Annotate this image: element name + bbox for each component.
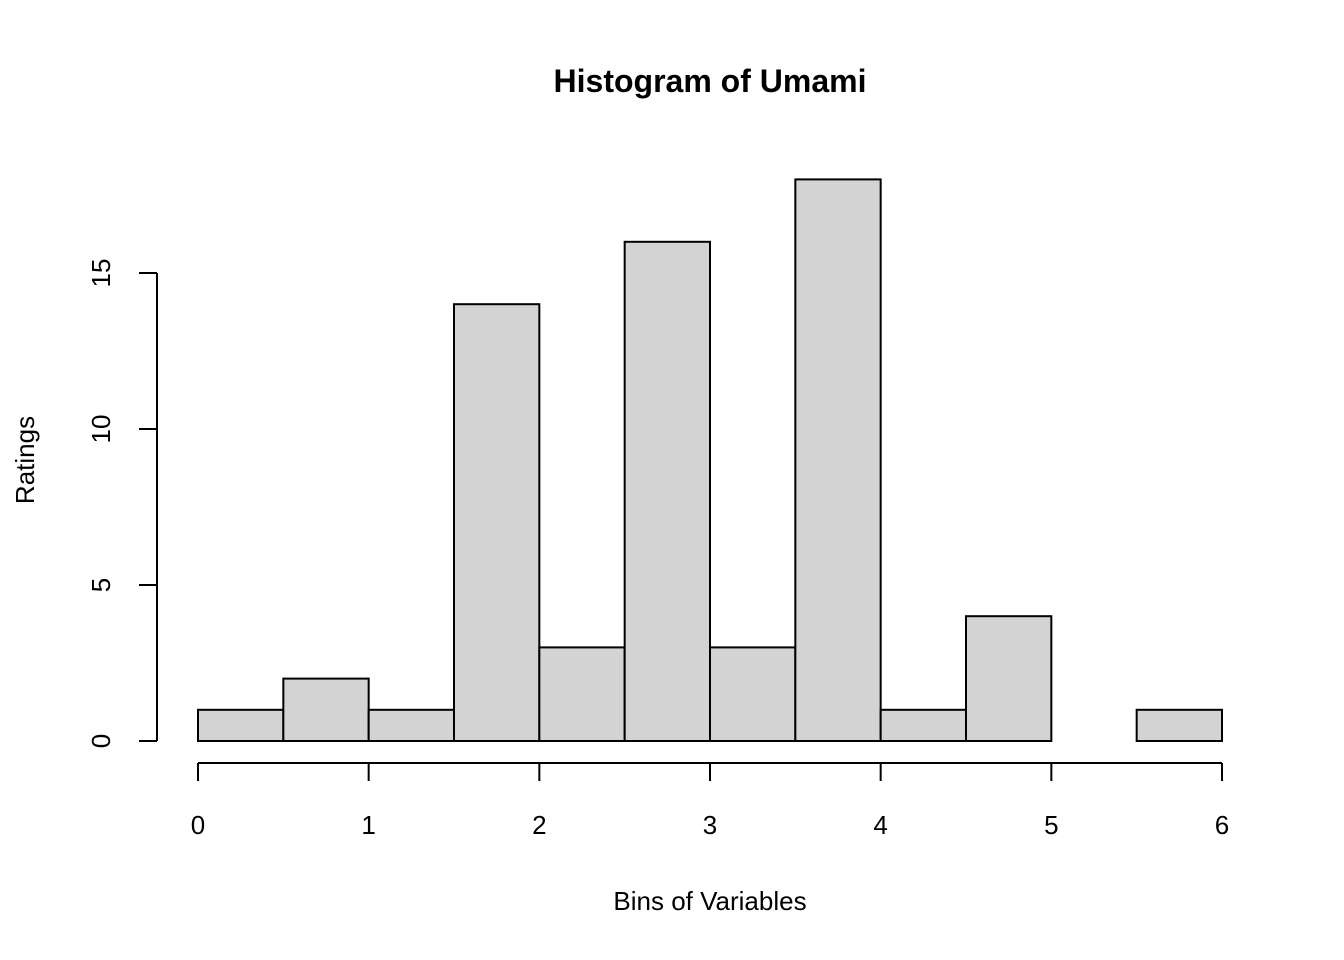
bar xyxy=(282,677,370,742)
x-tick-label: 3 xyxy=(703,810,717,840)
y-tick-label: 5 xyxy=(86,578,116,592)
bar xyxy=(538,646,626,743)
bar xyxy=(453,303,541,742)
y-tick-label: 15 xyxy=(86,259,116,288)
bar xyxy=(965,615,1053,743)
y-tick-label: 10 xyxy=(86,415,116,444)
x-axis-label: Bins of Variables xyxy=(613,886,806,916)
x-tick-label: 4 xyxy=(873,810,887,840)
bar xyxy=(709,646,797,743)
y-axis-label: Ratings xyxy=(10,416,40,504)
bar xyxy=(197,708,285,742)
x-tick-label: 2 xyxy=(532,810,546,840)
bar xyxy=(1135,708,1223,742)
bar xyxy=(367,708,455,742)
x-tick-label: 0 xyxy=(191,810,205,840)
bar xyxy=(794,178,882,742)
y-tick-label: 0 xyxy=(86,734,116,748)
bar xyxy=(879,708,968,742)
chart-title: Histogram of Umami xyxy=(554,63,867,99)
x-tick-label: 6 xyxy=(1215,810,1229,840)
x-tick-label: 1 xyxy=(361,810,375,840)
x-tick-label: 5 xyxy=(1044,810,1058,840)
bar xyxy=(623,240,712,743)
